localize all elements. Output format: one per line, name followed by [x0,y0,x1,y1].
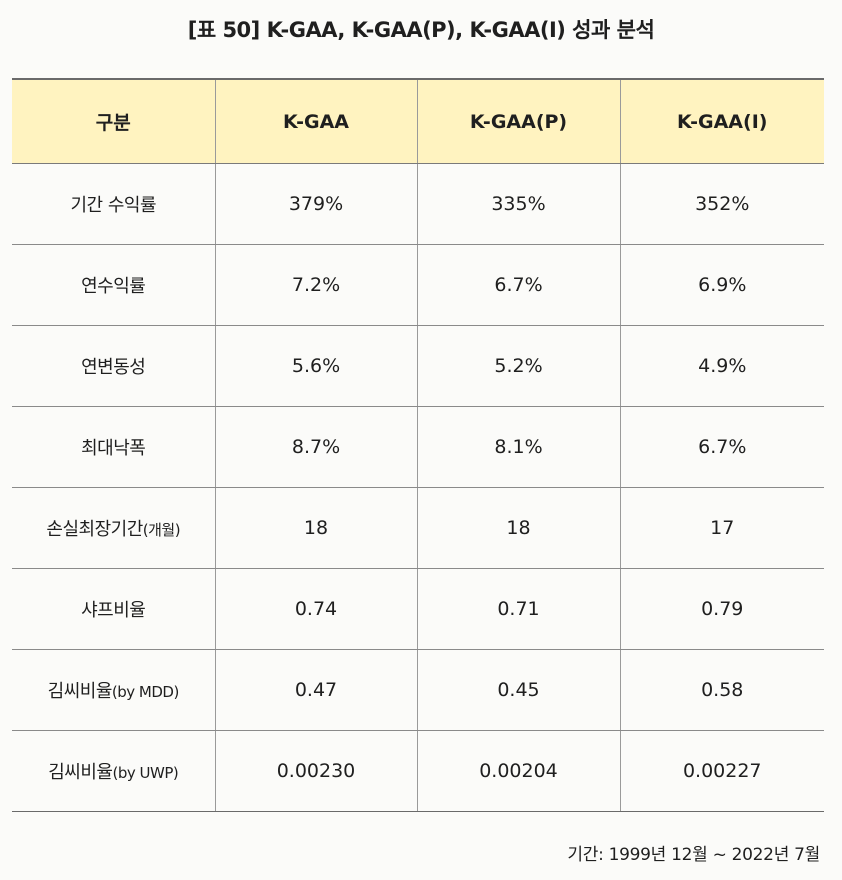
table-row: 김씨비율(by MDD) 0.47 0.45 0.58 [12,649,824,731]
row-label-text: 김씨비율 [47,681,113,702]
cell-k-gaa: 18 [214,487,417,569]
header-k-gaa-i: K-GAA(I) [619,78,824,164]
cell-k-gaa-i: 6.7% [619,406,824,488]
cell-k-gaa-i: 0.79 [619,568,824,650]
row-label: 기간 수익률 [12,163,215,245]
cell-k-gaa: 0.74 [214,568,417,650]
cell-k-gaa-i: 17 [619,487,824,569]
performance-table: 구분 K-GAA K-GAA(P) K-GAA(I) 기간 수익률 379% 3… [12,78,824,812]
cell-k-gaa: 5.6% [214,325,417,407]
cell-k-gaa-p: 6.7% [416,244,620,326]
table-row: 최대낙폭 8.7% 8.1% 6.7% [12,406,824,488]
cell-k-gaa-p: 335% [416,163,620,245]
header-k-gaa: K-GAA [214,78,417,164]
header-category: 구분 [12,78,215,164]
cell-k-gaa-p: 0.71 [416,568,620,650]
table-row: 김씨비율(by UWP) 0.00230 0.00204 0.00227 [12,730,824,812]
header-k-gaa-p: K-GAA(P) [416,78,620,164]
row-label-text: 연수익률 [81,276,146,297]
row-label-text: 최대낙폭 [81,438,146,459]
cell-k-gaa: 0.47 [214,649,417,731]
row-label-sub: (by UWP) [112,764,179,782]
row-label: 연변동성 [12,325,215,407]
row-label-sub: (개월) [142,521,181,539]
cell-k-gaa-i: 6.9% [619,244,824,326]
header-row: 구분 K-GAA K-GAA(P) K-GAA(I) [12,78,824,164]
cell-k-gaa: 379% [214,163,417,245]
cell-k-gaa-p: 0.00204 [416,730,620,812]
cell-k-gaa-p: 0.45 [416,649,620,731]
row-label: 최대낙폭 [12,406,215,488]
row-label-text: 기간 수익률 [70,195,157,216]
row-label: 샤프비율 [12,568,215,650]
cell-k-gaa: 7.2% [214,244,417,326]
row-label-text: 김씨비율 [48,762,113,783]
table-row: 기간 수익률 379% 335% 352% [12,163,824,245]
row-label: 연수익률 [12,244,215,326]
cell-k-gaa-i: 4.9% [619,325,824,407]
cell-k-gaa-p: 18 [416,487,620,569]
cell-k-gaa-p: 8.1% [416,406,620,488]
period-footnote: 기간: 1999년 12월 ~ 2022년 7월 [567,845,820,865]
table-row: 샤프비율 0.74 0.71 0.79 [12,568,824,650]
row-label: 김씨비율(by MDD) [12,649,215,731]
row-label-text: 손실최장기간 [46,519,143,540]
cell-k-gaa-i: 0.58 [619,649,824,731]
cell-k-gaa-i: 352% [619,163,824,245]
row-label-text: 샤프비율 [81,600,146,621]
cell-k-gaa-i: 0.00227 [619,730,824,812]
cell-k-gaa-p: 5.2% [416,325,620,407]
row-label: 손실최장기간(개월) [12,487,215,569]
table-row: 연수익률 7.2% 6.7% 6.9% [12,244,824,326]
table-row: 연변동성 5.6% 5.2% 4.9% [12,325,824,407]
row-label: 김씨비율(by UWP) [12,730,215,812]
table-row: 손실최장기간(개월) 18 18 17 [12,487,824,569]
row-label-text: 연변동성 [81,357,146,378]
cell-k-gaa: 0.00230 [214,730,417,812]
row-label-sub: (by MDD) [111,683,179,701]
cell-k-gaa: 8.7% [214,406,417,488]
table-title: [표 50] K-GAA, K-GAA(P), K-GAA(I) 성과 분석 [187,18,655,42]
